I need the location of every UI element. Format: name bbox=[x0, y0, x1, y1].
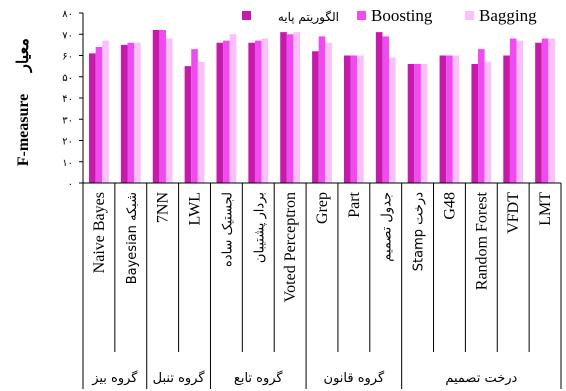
y-tick-label: ۴۰ bbox=[62, 94, 73, 105]
y-axis: ۰ ۱۰ ۲۰ ۳۰ ۴۰ ۵۰ ۶۰ ۷۰ ۸۰ bbox=[62, 9, 84, 190]
bar-1-0 bbox=[120, 44, 128, 183]
x-tick-label: LMT bbox=[537, 192, 554, 226]
x-tick-label: Naive Bayes bbox=[91, 192, 108, 273]
bar-6-2 bbox=[293, 32, 301, 183]
bar-13-0 bbox=[503, 55, 510, 183]
x-tick-label: G48 bbox=[441, 192, 458, 220]
legend-swatch-1 bbox=[357, 11, 366, 20]
bar-0-0 bbox=[89, 53, 96, 183]
y-tick-label: ۵۰ bbox=[62, 73, 73, 84]
bar-8-1 bbox=[350, 55, 358, 183]
bar-13-1 bbox=[509, 38, 517, 183]
x-tick-label: 7NN bbox=[155, 192, 172, 224]
legend: الگوریتم پایه Boosting Bagging bbox=[242, 6, 537, 25]
x-tick-label: Grep bbox=[314, 192, 331, 224]
bar-7-1 bbox=[318, 36, 326, 183]
legend-label-1: Boosting bbox=[371, 6, 433, 25]
x-tick-label: Random Forest bbox=[473, 191, 490, 290]
bar-3-2 bbox=[197, 61, 205, 183]
group-label: گروه قانون bbox=[324, 370, 385, 386]
x-tick-label: بردار پشتیبان bbox=[252, 192, 267, 263]
bar-5-1 bbox=[254, 40, 262, 183]
y-tick-label: ۶۰ bbox=[62, 52, 73, 63]
x-tick-label: VFDT bbox=[505, 192, 522, 234]
bar-2-1 bbox=[159, 30, 166, 183]
bar-5-0 bbox=[248, 42, 255, 183]
group-label: گروه بیز bbox=[91, 370, 138, 386]
x-tick-label: Part bbox=[346, 191, 363, 217]
bar-6-1 bbox=[286, 34, 294, 183]
bar-4-1 bbox=[223, 40, 230, 183]
bar-14-2 bbox=[548, 38, 555, 183]
bar-14-0 bbox=[535, 42, 542, 183]
bar-10-0 bbox=[407, 64, 415, 183]
y-tick-label: ۲۰ bbox=[62, 137, 73, 148]
bar-2-0 bbox=[152, 30, 160, 183]
bar-12-1 bbox=[478, 49, 485, 183]
bar-8-0 bbox=[343, 55, 351, 183]
y-axis-title-main: F-measure bbox=[15, 94, 32, 167]
bar-0-1 bbox=[95, 47, 103, 183]
x-tick-label: LWL bbox=[187, 192, 204, 225]
bar-3-1 bbox=[191, 49, 198, 183]
bar-14-1 bbox=[541, 38, 549, 183]
bar-8-2 bbox=[357, 55, 364, 183]
bar-13-2 bbox=[516, 40, 524, 183]
x-tick-label: Bayesian شبکه bbox=[125, 192, 140, 284]
bar-4-2 bbox=[229, 34, 237, 183]
y-axis-title-fa: معیار bbox=[15, 38, 33, 73]
x-tick-label: لجستیک ساده bbox=[220, 192, 235, 267]
legend-label-2: Bagging bbox=[479, 6, 537, 25]
bar-10-1 bbox=[414, 64, 421, 183]
y-tick-label: ۸۰ bbox=[62, 9, 73, 20]
y-tick-label: ۰ bbox=[68, 179, 73, 190]
bar-2-2 bbox=[165, 38, 173, 183]
bar-10-2 bbox=[420, 64, 428, 183]
legend-label-0: الگوریتم پایه bbox=[278, 10, 339, 25]
bar-3-0 bbox=[184, 66, 192, 183]
bar-4-0 bbox=[216, 42, 224, 183]
bar-6-0 bbox=[280, 32, 287, 183]
group-label: گروه تابع bbox=[234, 370, 284, 386]
group-label: گروه تنبل bbox=[153, 370, 206, 386]
bar-0-2 bbox=[102, 40, 109, 183]
bar-9-0 bbox=[375, 32, 383, 183]
bar-9-1 bbox=[382, 36, 390, 183]
y-tick-label: ۱۰ bbox=[62, 158, 73, 169]
x-tick-label: Stamp درخت bbox=[412, 192, 427, 271]
y-tick-label: ۷۰ bbox=[62, 30, 73, 41]
group-label: درخت تصمیم bbox=[445, 371, 517, 386]
x-tick-label: Voted Perceptron bbox=[282, 192, 299, 302]
bar-7-0 bbox=[312, 51, 319, 183]
x-tick-label: جدول تصمیم bbox=[380, 192, 395, 262]
bars bbox=[89, 30, 555, 183]
bar-12-0 bbox=[471, 64, 479, 183]
legend-swatch-0 bbox=[242, 11, 251, 20]
bar-5-2 bbox=[261, 38, 269, 183]
bar-12-2 bbox=[484, 61, 492, 183]
legend-swatch-2 bbox=[465, 11, 474, 20]
bar-11-0 bbox=[439, 55, 447, 183]
y-axis-title: F-measure معیار bbox=[15, 38, 33, 166]
bar-9-2 bbox=[389, 57, 396, 183]
bar-7-2 bbox=[325, 42, 332, 183]
y-tick-label: ۳۰ bbox=[62, 115, 73, 126]
bar-11-2 bbox=[452, 55, 460, 183]
bar-11-1 bbox=[446, 55, 453, 183]
bar-1-1 bbox=[127, 42, 135, 183]
bar-1-2 bbox=[134, 42, 141, 183]
x-axis: Naive Bayes Bayesian شبکه 7NN LWL لجستیک ساد… bbox=[82, 182, 562, 389]
